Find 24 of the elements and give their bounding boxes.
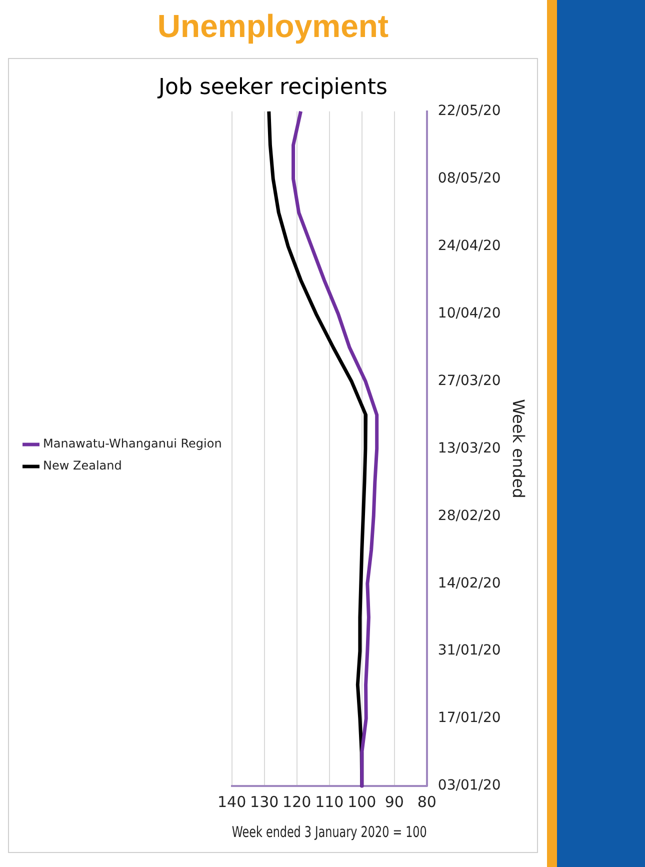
x-tick-label: 140 [218,792,246,811]
y-tick-label: 10/04/20 [438,305,501,322]
y-tick-label: 03/01/20 [438,778,501,794]
chart-subtitle: Job seeker recipients [156,74,388,100]
x-tick-label: 130 [250,792,279,811]
y-tick-label: 28/02/20 [438,508,501,524]
y-tick-label: 08/05/20 [438,170,501,186]
chart-title: Unemployment [156,8,390,45]
y-tick-label: 13/03/20 [438,440,501,456]
legend-label: Manawatu-Whanganui Region [43,436,222,451]
x-axis-title: Week ended 3 January 2020 = 100 [232,824,427,842]
y-tick-label: 14/02/20 [438,575,501,592]
x-tick-label: 110 [315,792,344,811]
x-tick-label: 80 [417,792,436,811]
x-tick-label: 100 [348,792,376,811]
y-tick-label: 17/01/20 [438,710,501,726]
y-tick-label: 27/03/20 [438,372,501,389]
legend-label: New Zealand [43,458,122,473]
y-axis-title: Week ended [509,399,528,498]
x-tick-label: 90 [384,792,404,811]
x-tick-label: 120 [282,792,312,811]
y-tick-label: 22/05/20 [438,103,501,120]
y-tick-label: 24/04/20 [438,238,501,254]
y-tick-label: 31/01/20 [438,642,501,659]
